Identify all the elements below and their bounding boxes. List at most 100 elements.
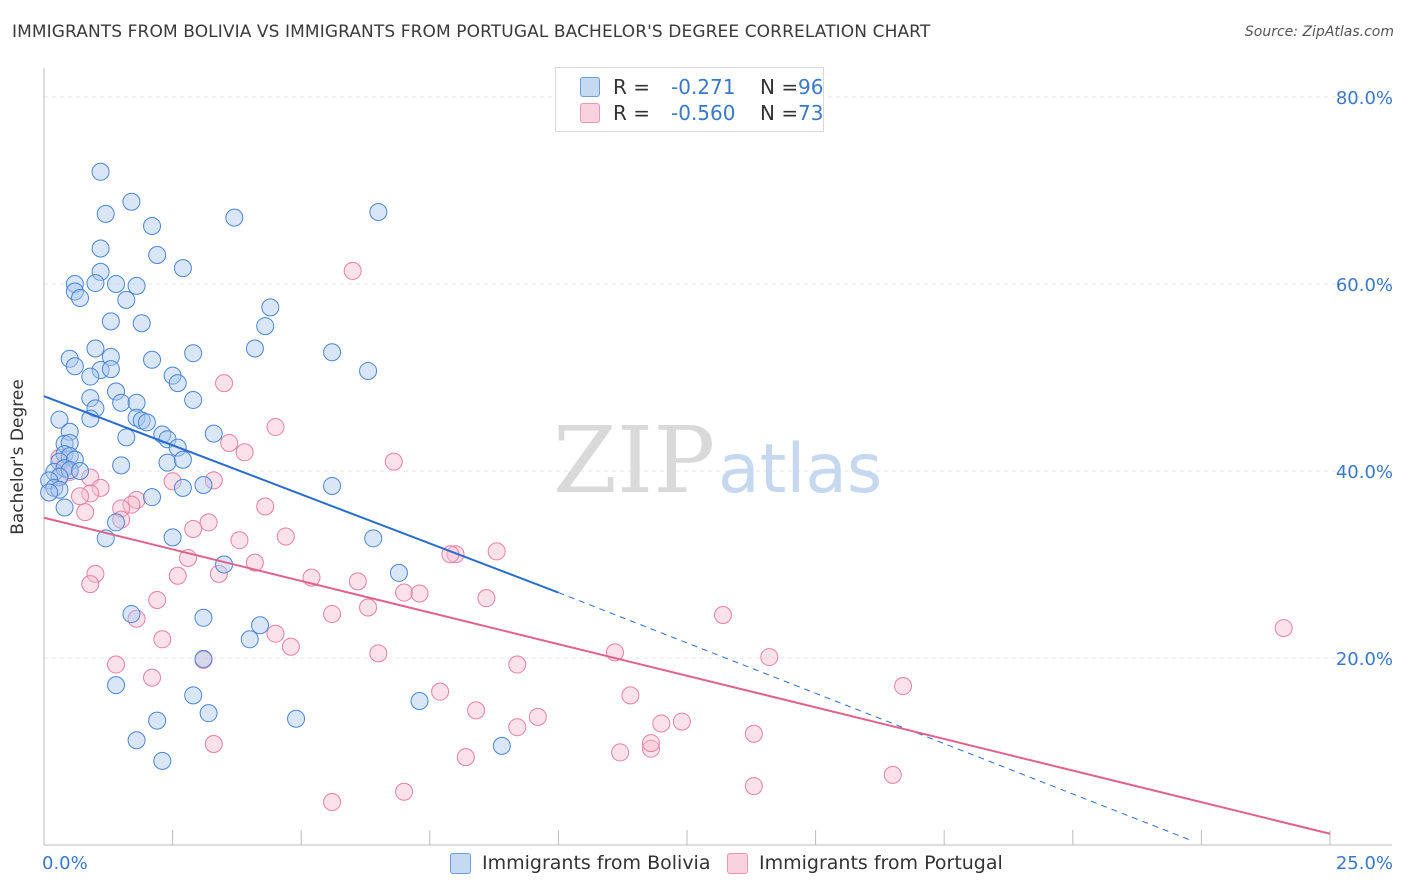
watermark: ZIP atlas	[553, 407, 882, 514]
portugal-point	[467, 701, 486, 720]
portugal-point	[184, 519, 203, 538]
bolivia-point	[107, 513, 126, 532]
bolivia-point	[107, 382, 126, 401]
legend-n-label: N =	[760, 101, 799, 125]
bolivia-point	[81, 389, 100, 408]
bolivia-point	[127, 276, 146, 295]
bolivia-point	[101, 360, 120, 379]
portugal-point	[672, 712, 691, 731]
portugal-point	[168, 566, 187, 585]
portugal-point	[230, 531, 249, 550]
bolivia-point	[256, 317, 275, 336]
bolivia-point	[91, 239, 110, 258]
legend-n-value: 96	[798, 75, 824, 99]
portugal-point	[323, 605, 342, 624]
portugal-point	[81, 484, 100, 503]
bolivia-point	[143, 217, 162, 236]
watermark-zip: ZIP	[553, 407, 715, 514]
bolivia-point	[71, 462, 90, 480]
portugal-swatch	[580, 103, 600, 123]
bolivia-point	[81, 367, 100, 386]
bolivia-point	[163, 528, 182, 547]
bolivia-point	[168, 374, 187, 393]
portugal-point	[641, 739, 660, 758]
bolivia-point	[107, 275, 126, 293]
bolivia-point	[215, 555, 234, 574]
portugal-point	[245, 553, 264, 572]
portugal-point	[894, 677, 913, 696]
portugal-point	[410, 584, 429, 603]
portugal-point	[235, 443, 254, 462]
portugal-point	[76, 503, 95, 522]
bolivia-point	[55, 498, 74, 517]
bolivia-point	[410, 692, 429, 711]
bolivia-point	[101, 312, 120, 331]
bolivia-point	[127, 408, 146, 427]
portugal-point	[143, 668, 162, 687]
portugal-point	[348, 572, 367, 591]
bolivia-point	[492, 736, 511, 755]
portugal-point	[112, 510, 131, 529]
portugal-point	[395, 583, 414, 602]
portugal-point	[107, 655, 126, 674]
bolivia-point	[225, 208, 244, 227]
bolivia-point	[40, 483, 59, 502]
bolivia-point	[199, 704, 218, 723]
portugal-point	[883, 765, 902, 784]
portugal-swatch	[727, 853, 748, 874]
bolivia-point	[96, 204, 115, 223]
portugal-point	[323, 792, 342, 811]
portugal-point	[714, 605, 733, 624]
bolivia-point	[65, 357, 84, 376]
portugal-point	[611, 743, 630, 762]
portugal-point	[91, 478, 110, 497]
bolivia-points	[40, 162, 511, 770]
portugal-point	[122, 495, 141, 514]
bolivia-point	[127, 731, 146, 750]
bolivia-point	[323, 476, 342, 495]
bolivia-point	[251, 616, 270, 635]
trend-lines	[43, 395, 1331, 841]
bolivia-point	[122, 605, 141, 624]
portugal-point	[343, 261, 362, 280]
bolivia-point	[117, 428, 136, 447]
portugal-point	[744, 724, 763, 743]
portugal-point	[359, 598, 378, 617]
bolivia-point	[50, 467, 69, 486]
portugal-point	[369, 644, 388, 663]
bolivia-point	[323, 343, 342, 362]
x-tick-label-min: 0.0%	[42, 853, 88, 874]
portugal-point	[215, 374, 234, 393]
bolivia-point	[287, 709, 306, 728]
portugal-point	[204, 735, 223, 754]
bolivia-point	[194, 608, 213, 627]
bolivia-point	[65, 275, 84, 293]
legend-r-label: R =	[613, 75, 651, 99]
y-axis-label: Bachelor's Degree	[8, 379, 28, 535]
bolivia-point	[158, 453, 177, 472]
portugal-point	[395, 782, 414, 801]
portugal-point	[204, 471, 223, 490]
source-credit: Source: ZipAtlas.com	[1244, 24, 1394, 40]
y-tick-label: 60.0%	[1336, 275, 1393, 296]
legend-n-label: N =	[760, 75, 799, 99]
bolivia-point	[173, 259, 192, 278]
bolivia-point	[50, 410, 69, 429]
bolivia-point	[55, 434, 74, 453]
portugal-point	[153, 630, 172, 649]
bolivia-point	[148, 246, 167, 265]
bolivia-point	[184, 390, 203, 409]
portugal-point	[528, 707, 547, 726]
bolivia-point	[137, 413, 156, 432]
bolivia-point	[91, 162, 110, 181]
bolivia-point	[184, 686, 203, 705]
bolivia-swatch	[580, 77, 600, 97]
legend-n-value: 73	[798, 101, 824, 125]
bolivia-point	[245, 339, 264, 358]
correlation-legend: R = -0.271 N = 96 R = -0.560 N = 73	[555, 67, 824, 132]
portugal-point	[431, 682, 450, 701]
bolivia-point	[184, 344, 203, 363]
bolivia-point	[71, 289, 90, 308]
bolivia-point	[364, 529, 383, 548]
bolivia-point	[143, 488, 162, 507]
